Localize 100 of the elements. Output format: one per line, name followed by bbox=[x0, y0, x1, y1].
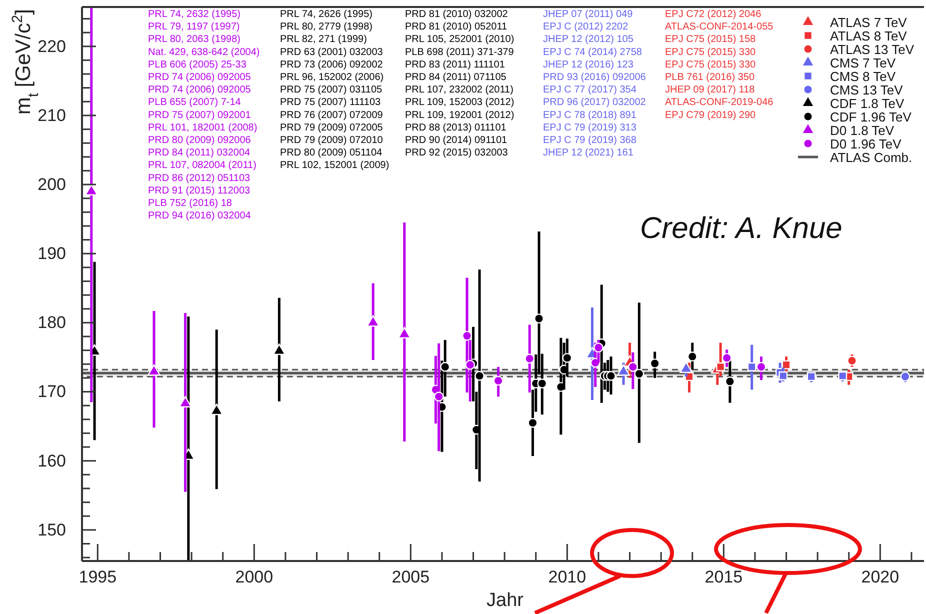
annotation: PRL 109, 192001 (2012) bbox=[405, 110, 514, 121]
annotation: Nat. 429, 638-642 (2004) bbox=[148, 46, 260, 58]
point bbox=[617, 364, 630, 376]
annotation: PRD 92 (2015) 032003 bbox=[405, 148, 508, 159]
annotation: PRD 80 (2009) 051104 bbox=[280, 148, 383, 159]
point bbox=[528, 418, 538, 428]
legend-label: CDF 1.8 TeV bbox=[830, 96, 905, 111]
point bbox=[148, 364, 160, 376]
annotation: PLB 655 (2007) 7-14 bbox=[148, 97, 242, 108]
annotation: EPJ C 79 (2019) 368 bbox=[543, 135, 637, 146]
point bbox=[900, 372, 910, 382]
annotation: JHEP 07 (2011) 049 bbox=[543, 9, 634, 20]
annotation: PRL 107, 082004 (2011) bbox=[148, 160, 256, 172]
point bbox=[650, 358, 660, 368]
annotation: PRL 101, 182001 (2008) bbox=[148, 122, 258, 134]
annotation: PRD 84 (2011) 071105 bbox=[405, 72, 507, 83]
point bbox=[778, 371, 788, 380]
annotation: PRL 79, 1197 (1997) bbox=[148, 22, 240, 33]
x-tick-label: 2020 bbox=[861, 567, 900, 586]
annotation: PRL 80, 2779 (1998) bbox=[280, 22, 372, 33]
annotation: PRD 75 (2007) 111103 bbox=[280, 97, 382, 108]
point bbox=[722, 352, 732, 363]
annotation: PRD 74 (2006) 092005 bbox=[148, 72, 252, 83]
point bbox=[272, 344, 286, 356]
annotation: PRL 74, 2632 (1995) bbox=[148, 9, 240, 20]
point bbox=[465, 360, 476, 370]
annotation: PRD 79 (2009) 072005 bbox=[280, 122, 384, 134]
y-tick-label: 190 bbox=[38, 244, 66, 264]
point bbox=[594, 342, 604, 353]
x-tick-label: 2005 bbox=[392, 567, 430, 586]
x-tick-label: 1995 bbox=[78, 567, 117, 586]
annotation: PRL 74, 2626 (1995) bbox=[280, 9, 372, 20]
legend-label: CMS 13 TeV bbox=[830, 82, 904, 98]
annotation: EPJ C 79 (2019) 313 bbox=[543, 122, 637, 134]
x-axis-title: Jahr bbox=[486, 590, 524, 611]
annotation: PRD 75 (2007) 031105 bbox=[280, 84, 383, 96]
point bbox=[440, 362, 450, 372]
point bbox=[606, 370, 616, 381]
annotation: PRD 76 (2007) 072009 bbox=[280, 110, 384, 121]
annotation: PRL 96, 152002 (2006) bbox=[280, 72, 384, 83]
point bbox=[747, 362, 756, 372]
annotation: EPJ C72 (2012) 2046 bbox=[665, 9, 762, 20]
annotation: PRD 74 (2006) 092005 bbox=[148, 84, 252, 96]
annotation: PLB 761 (2016) 350 bbox=[665, 72, 755, 83]
point bbox=[806, 372, 816, 382]
annotation: EPJ C (2012) 2202 bbox=[543, 22, 628, 33]
legend-label: D0 1.8 TeV bbox=[830, 123, 894, 138]
annotation: PRL 82, 271 (1999) bbox=[280, 34, 367, 46]
annotation: PRD 86 (2012) 051103 bbox=[148, 172, 251, 184]
y-tick-label: 200 bbox=[38, 174, 66, 194]
point bbox=[537, 378, 548, 388]
annotation: EPJ C75 (2015) 158 bbox=[665, 34, 756, 46]
annotation: PRL 105, 252001 (2010) bbox=[405, 34, 514, 46]
annotation: PRL 109, 152003 (2012) bbox=[405, 97, 514, 108]
point bbox=[398, 327, 411, 338]
annotation: PLB 698 (2011) 371-379 bbox=[405, 46, 514, 58]
y-tick-label: 180 bbox=[38, 313, 66, 332]
annotation: EPJ C 78 (2018) 891 bbox=[543, 110, 637, 121]
point bbox=[493, 376, 504, 386]
point bbox=[724, 376, 735, 386]
y-tick-label: 160 bbox=[38, 451, 66, 470]
annotation: PRD 83 (2011) 111101 bbox=[405, 59, 506, 70]
annotation: PRD 91 (2015) 112003 bbox=[148, 185, 251, 196]
y-tick-label: 220 bbox=[38, 36, 66, 56]
annotation: PRD 93 (2016) 092006 bbox=[543, 72, 646, 83]
annotation: EPJ C75 (2015) 330 bbox=[665, 46, 756, 58]
annotation: PLB 606 (2005) 25-33 bbox=[148, 59, 247, 70]
x-tick-label: 2015 bbox=[704, 567, 743, 586]
point bbox=[756, 362, 766, 372]
y-tick-label: 150 bbox=[38, 520, 66, 540]
annotation: ATLAS-CONF-2014-055 bbox=[665, 22, 774, 33]
annotation: Credit: A. Knue bbox=[640, 212, 842, 245]
legend-label: CMS 7 TeV bbox=[830, 56, 896, 70]
point bbox=[634, 368, 644, 379]
y-tick-label: 170 bbox=[38, 382, 66, 402]
annotation: PRD 81 (2010) 052011 bbox=[405, 22, 508, 33]
annotation: PRL 80, 2063 (1998) bbox=[148, 34, 240, 46]
annotation: PRD 96 (2017) 032002 bbox=[543, 97, 646, 108]
annotation: PRD 90 (2014) 091101 bbox=[405, 135, 508, 146]
x-tick-label: 2010 bbox=[548, 567, 586, 586]
point bbox=[524, 354, 535, 364]
point bbox=[366, 315, 380, 327]
point bbox=[562, 352, 572, 363]
annotation: JHEP 12 (2021) 161 bbox=[543, 148, 634, 159]
legend-label: ATLAS 7 TeV bbox=[830, 15, 908, 30]
annotation: PRL 102, 152001 (2009) bbox=[280, 160, 390, 172]
annotation: EPJ C 77 (2017) 354 bbox=[543, 84, 637, 96]
legend-label: CMS 8 TeV bbox=[830, 69, 896, 84]
annotation: PRD 73 (2006) 092002 bbox=[280, 59, 384, 70]
annotation: PRD 63 (2001) 032003 bbox=[280, 46, 384, 58]
point bbox=[628, 362, 638, 372]
annotation: JHEP 12 (2012) 105 bbox=[543, 34, 634, 46]
point bbox=[534, 314, 544, 324]
legend-label: ATLAS Comb. bbox=[830, 150, 912, 165]
legend-label: ATLAS 8 TeV bbox=[830, 28, 908, 44]
annotation: ATLAS-CONF-2019-046 bbox=[665, 97, 774, 108]
annotation: PRD 81 (2010) 032002 bbox=[405, 9, 508, 20]
annotation: JHEP 12 (2016) 123 bbox=[543, 59, 634, 70]
point bbox=[434, 392, 444, 402]
x-tick-label: 2000 bbox=[235, 567, 274, 586]
